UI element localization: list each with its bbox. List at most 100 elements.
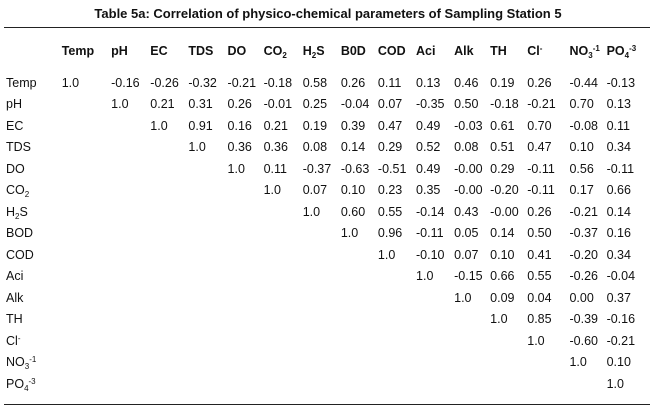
correlation-cell: 0.08 (454, 140, 479, 155)
correlation-cell (111, 115, 150, 137)
label-base: Temp (61, 44, 95, 58)
correlation-cell: -0.10 (416, 247, 445, 262)
correlation-cell: -0.04 (606, 269, 636, 284)
correlation-cell (111, 287, 150, 309)
label-sub: 4 (624, 51, 630, 60)
row-label: DO (4, 158, 62, 180)
label-base: CO (6, 183, 25, 198)
correlation-cell: 0.34 (606, 140, 631, 155)
correlation-cell (228, 287, 264, 309)
correlation-cell (341, 309, 378, 331)
correlation-cell (188, 309, 227, 331)
correlation-cell: 0.26 (227, 97, 252, 112)
correlation-cell: 0.36 (263, 140, 288, 155)
correlation-cell: 0.07 (302, 183, 328, 198)
correlation-cell: 0.49 (416, 118, 441, 133)
label-base: H (6, 204, 16, 219)
correlation-cell: 1.0 (340, 226, 359, 241)
column-header: TDS (188, 34, 227, 68)
correlation-cell (228, 352, 264, 374)
correlation-cell (378, 330, 416, 352)
correlation-cell (490, 330, 527, 352)
correlation-cell: -0.37 (302, 161, 332, 176)
correlation-cell: 0.19 (490, 75, 515, 90)
correlation-cell (111, 201, 150, 223)
label-base: BOD (6, 226, 34, 241)
correlation-cell: 0.16 (606, 226, 631, 241)
correlation-cell: 1.0 (111, 97, 129, 112)
correlation-cell: 0.43 (454, 204, 479, 219)
correlation-cell: 0.16 (227, 118, 252, 133)
correlation-cell: 0.10 (569, 140, 594, 155)
correlation-cell: 0.14 (340, 140, 366, 155)
column-header: DO (228, 34, 264, 68)
correlation-cell (527, 373, 569, 395)
correlation-cell (62, 137, 111, 159)
correlation-cell (188, 244, 227, 266)
correlation-cell: 1.0 (302, 204, 321, 219)
correlation-cell (188, 158, 227, 180)
label-sub: 2 (282, 51, 287, 60)
correlation-cell: 0.26 (340, 75, 366, 90)
correlation-cell: 0.41 (527, 247, 552, 262)
correlation-cell (264, 330, 303, 352)
correlation-cell: 0.55 (377, 204, 403, 219)
correlation-cell: 0.10 (340, 183, 366, 198)
label-tail: S (19, 204, 28, 219)
label-base: Alk (6, 290, 24, 305)
correlation-cell: 0.70 (569, 97, 594, 112)
correlation-cell: 1.0 (416, 269, 434, 284)
label-tail: S (316, 44, 325, 58)
correlation-cell (62, 158, 111, 180)
correlation-cell: 0.23 (377, 183, 403, 198)
correlation-cell: 1.0 (527, 333, 545, 348)
row-label: CO2 (4, 180, 62, 202)
correlation-cell: 1.0 (227, 161, 245, 176)
header-row: Temp pH EC TDS DO CO2 H2S B0D COD Aci Alk TH Cl- NO3-… (4, 34, 650, 68)
correlation-cell (62, 330, 111, 352)
label-sup: - (17, 333, 21, 343)
correlation-cell (111, 373, 150, 395)
correlation-cell (303, 287, 341, 309)
correlation-cell: -0.63 (340, 161, 370, 176)
row-label: NO3-1 (4, 352, 62, 374)
correlation-cell (111, 330, 150, 352)
correlation-cell (150, 266, 188, 288)
correlation-cell: 0.10 (606, 355, 631, 370)
label-base: TH (490, 44, 507, 58)
column-header: NO3-1 (569, 34, 606, 68)
correlation-cell (303, 309, 341, 331)
correlation-cell: 0.55 (527, 269, 552, 284)
correlation-cell: 0.13 (606, 97, 631, 112)
label-base: EC (150, 44, 168, 58)
correlation-cell: 0.36 (227, 140, 252, 155)
correlation-cell: 1.0 (377, 247, 396, 262)
correlation-cell: 0.49 (416, 161, 441, 176)
row-label: COD (4, 244, 62, 266)
correlation-cell: -0.26 (569, 269, 598, 284)
correlation-cell: -0.00 (490, 204, 519, 219)
correlation-cell: 0.46 (454, 75, 479, 90)
correlation-cell: 0.26 (527, 204, 552, 219)
correlation-cell (150, 373, 188, 395)
label-base: TDS (188, 44, 214, 58)
correlation-cell: 0.11 (263, 161, 287, 176)
correlation-cell (228, 266, 264, 288)
correlation-cell: -0.18 (490, 97, 519, 112)
correlation-cell: 1.0 (61, 75, 80, 90)
correlation-cell: 0.09 (490, 290, 515, 305)
table-row: TDS 1.0 0.36 0.36 0.08 0.14 0.29 0.52 0.08 0.51 0.… (4, 137, 650, 159)
table-row: Temp 1.0 -0.16 -0.26 -0.32 -0.21 -0.18 0.58 0.26… (4, 68, 650, 94)
correlation-cell: 0.52 (416, 140, 441, 155)
label-sub: 2 (311, 51, 317, 60)
table-row: pH 1.0 0.21 0.31 0.26 -0.01 0.25 -0.04 0.07 -0.35… (4, 94, 650, 116)
correlation-cell (111, 266, 150, 288)
row-label: TH (4, 309, 62, 331)
correlation-cell: 0.00 (569, 290, 594, 305)
correlation-cell: 0.25 (302, 97, 328, 112)
correlation-cell (228, 201, 264, 223)
correlation-cell (228, 180, 264, 202)
correlation-cell (264, 266, 303, 288)
row-label: Alk (4, 287, 62, 309)
correlation-cell: -0.16 (606, 312, 636, 327)
